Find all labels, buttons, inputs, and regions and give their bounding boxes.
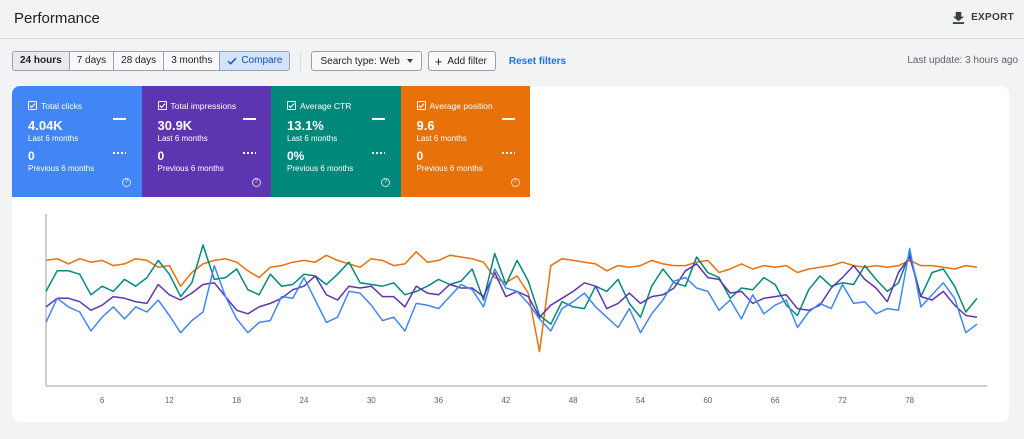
metric-total-clicks[interactable]: Total clicks 4.04K Last 6 months 0 Previous … [12, 86, 142, 197]
metric-previous-value: 0 [416, 149, 424, 163]
metric-value: 9.6 [416, 118, 435, 133]
toolbar-divider [300, 51, 302, 71]
x-tick-label: 48 [569, 396, 578, 405]
metric-previous-period: Previous 6 months [416, 164, 483, 173]
download-icon [953, 11, 965, 24]
metric-period: Last 6 months [287, 134, 338, 143]
metric-previous-period: Previous 6 months [28, 164, 95, 173]
checkbox-checked-icon[interactable] [28, 101, 37, 110]
metric-cards: Total clicks 4.04K Last 6 months 0 Previous … [12, 86, 530, 197]
metric-label: Average CTR [300, 101, 352, 111]
help-circle-icon[interactable]: ? [510, 178, 520, 187]
add-filter-label: Add filter [447, 55, 487, 67]
metric-total-impressions[interactable]: Total impressions 30.9K Last 6 months 0 Prev… [141, 86, 271, 197]
checkbox-checked-icon[interactable] [287, 101, 296, 110]
checkbox-checked-icon[interactable] [157, 101, 167, 110]
range-28-days[interactable]: 28 days [114, 52, 165, 70]
metric-label: Total clicks [41, 101, 83, 111]
performance-chart: 6 12 18 24 30 36 42 48 54 60 66 72 78 [45, 214, 987, 405]
metric-period: Last 6 months [416, 134, 467, 143]
range-3-months[interactable]: 3 months [164, 52, 221, 70]
add-filter-button[interactable]: + Add filter [427, 51, 496, 71]
legend-dashed-line [372, 152, 385, 154]
page-title: Performance [14, 10, 100, 27]
date-range-selector: 24 hours 7 days 28 days 3 months Compare [12, 51, 291, 71]
x-tick-label: 6 [100, 396, 105, 405]
help-circle-icon[interactable]: ? [122, 178, 131, 187]
metric-previous-value: 0 [28, 149, 35, 163]
toolbar: 24 hours 7 days 28 days 3 months Compare… [12, 51, 566, 71]
legend-solid-line [372, 118, 385, 120]
export-button[interactable]: EXPORT [952, 11, 1014, 24]
x-tick-label: 66 [771, 396, 780, 405]
legend-solid-line [501, 118, 515, 120]
checkbox-checked-icon[interactable] [416, 101, 426, 110]
compare-button[interactable]: Compare [220, 52, 290, 70]
check-icon [227, 57, 237, 65]
x-tick-label: 24 [300, 396, 309, 405]
metric-previous-value: 0 [157, 149, 165, 163]
range-24-hours[interactable]: 24 hours [13, 52, 70, 70]
series-line-3 [45, 247, 978, 334]
metric-value: 13.1% [287, 118, 324, 133]
page-header: Performance EXPORT [0, 0, 1024, 39]
legend-dashed-line [501, 152, 515, 154]
metric-average-position[interactable]: Average position 9.6 Last 6 months 0 Previou… [400, 86, 530, 197]
legend-solid-line [113, 118, 126, 120]
series-line-2 [45, 256, 978, 318]
x-tick-label: 78 [905, 396, 914, 405]
metric-previous-value: 0% [287, 149, 305, 163]
plus-icon: + [434, 53, 443, 69]
metric-label: Total impressions [170, 101, 237, 111]
help-circle-icon[interactable]: ? [381, 178, 390, 187]
x-tick-label: 42 [501, 396, 510, 405]
reset-filters-link[interactable]: Reset filters [508, 55, 567, 67]
x-tick-label: 54 [636, 396, 645, 405]
x-tick-label: 60 [703, 396, 712, 405]
metric-period: Last 6 months [28, 134, 79, 143]
export-label: EXPORT [971, 12, 1014, 23]
legend-solid-line [242, 118, 256, 120]
range-7-days[interactable]: 7 days [69, 52, 115, 70]
metric-period: Last 6 months [157, 134, 208, 143]
x-tick-label: 72 [838, 396, 847, 405]
metric-label: Average position [429, 101, 493, 111]
help-circle-icon[interactable]: ? [251, 178, 261, 187]
metric-value: 4.04K [28, 118, 63, 133]
series-line-1 [45, 244, 978, 325]
performance-card: Total clicks 4.04K Last 6 months 0 Previous … [12, 86, 1009, 422]
legend-dashed-line [113, 152, 126, 154]
metric-previous-period: Previous 6 months [157, 164, 224, 173]
series-line-0 [45, 251, 978, 353]
search-type-label: Search type: Web [320, 55, 400, 67]
x-tick-label: 30 [367, 396, 376, 405]
legend-dashed-line [242, 152, 256, 154]
metric-previous-period: Previous 6 months [287, 164, 354, 173]
last-update-text: Last update: 3 hours ago [907, 55, 1018, 66]
x-tick-label: 12 [165, 396, 174, 405]
caret-down-icon [406, 59, 413, 63]
metric-average-ctr[interactable]: Average CTR 13.1% Last 6 months 0% Previous … [271, 86, 401, 197]
metric-value: 30.9K [157, 118, 193, 133]
search-type-dropdown[interactable]: Search type: Web [311, 51, 422, 71]
x-tick-label: 36 [434, 396, 443, 405]
x-tick-label: 18 [232, 396, 241, 405]
compare-label: Compare [241, 55, 283, 66]
